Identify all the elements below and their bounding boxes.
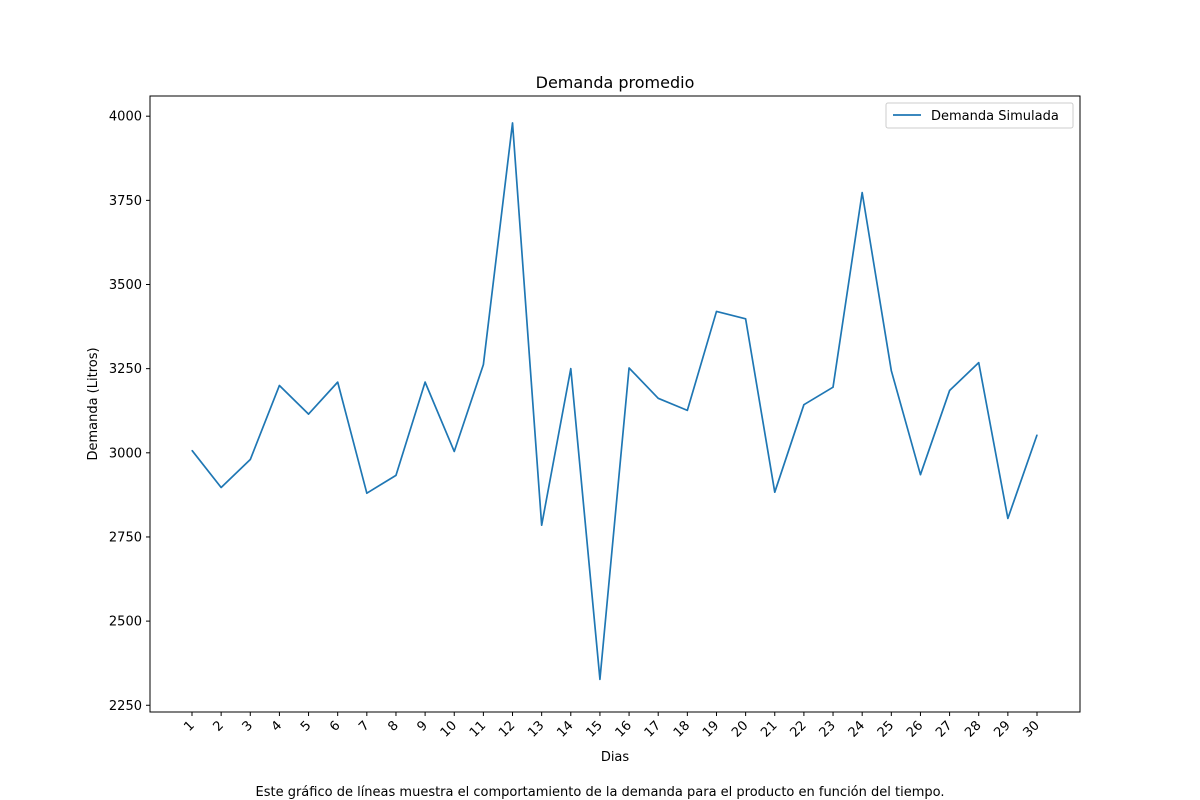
data-point [890,370,892,372]
x-tick-label: 11 [467,718,489,740]
x-axis: 1 2 3 4 5 6 7 8 9 10 11 12 13 14 15 16 17 18 19 20 21 22 23 24 2… [181,712,1043,741]
x-axis-label: Dias [601,750,630,765]
data-point [278,384,281,387]
y-axis-label: Demanda (Litros) [86,347,101,460]
data-point [978,361,980,364]
x-tick-label: 20 [729,718,751,740]
legend-box [885,102,1074,129]
x-tick-label: 24 [846,718,868,740]
x-tick-label: 16 [613,718,635,740]
series-layer [191,122,1038,681]
data-point [395,474,397,476]
data-point [541,524,543,526]
x-tick-label: 30 [1021,718,1043,740]
data-point [453,450,455,453]
x-tick-label: 23 [817,718,839,740]
y-tick-label: 2250 [109,699,142,714]
y-tick-label: 3250 [109,362,142,377]
data-point [774,491,776,493]
data-point [657,397,659,399]
data-point [803,404,805,406]
legend-label: Demanda Simulada [931,109,1059,124]
data-point [686,409,688,411]
data-point [1036,434,1038,436]
x-tick-label: 22 [787,718,809,740]
x-tick-label: 1 [181,718,197,734]
x-tick-label: 21 [758,718,780,740]
y-tick-label: 3500 [109,278,142,293]
y-tick-label: 2750 [109,530,142,545]
data-point [832,386,834,388]
chart-caption: Este gráfico de líneas muestra el compor… [256,785,945,800]
data-point [366,492,368,494]
series-line-demanda-simulada [191,122,1038,681]
x-tick-label: 8 [385,718,401,734]
data-point [307,413,310,415]
plot-area [149,95,1081,713]
x-tick-label: 18 [671,718,693,740]
x-tick-label: 29 [991,718,1013,740]
data-point [745,318,747,320]
x-tick-label: 27 [933,718,955,740]
x-tick-label: 19 [700,718,722,740]
data-point [220,486,222,489]
y-axis: 2250 2500 2750 3000 3250 3500 3750 4000 [109,110,150,714]
data-point [715,310,718,313]
y-tick-label: 4000 [109,110,142,125]
legend: Demanda Simulada [885,102,1074,129]
x-tick-label: 2 [211,718,227,734]
y-tick-label: 3750 [109,194,142,209]
x-tick-label: 4 [269,718,285,734]
x-tick-label: 13 [525,718,547,740]
x-tick-label: 14 [554,718,576,740]
data-point [628,367,630,369]
data-point [191,449,193,452]
data-point [424,381,426,383]
data-point [249,458,251,461]
x-tick-label: 15 [583,718,605,740]
y-tick-label: 3000 [109,446,142,461]
data-point [919,474,922,476]
x-tick-label: 28 [962,718,984,740]
x-tick-label: 6 [327,718,343,734]
x-tick-label: 7 [356,718,372,734]
data-point [948,389,951,392]
data-point [861,192,863,194]
x-tick-label: 26 [904,718,926,740]
data-point [599,678,601,680]
chart-title: Demanda promedio [536,73,695,92]
x-tick-label: 12 [496,718,518,740]
x-tick-label: 3 [240,718,256,734]
x-tick-label: 5 [298,718,314,734]
x-tick-label: 10 [438,718,460,740]
data-point [570,368,572,370]
y-tick-label: 2500 [109,615,142,630]
data-point [337,381,339,383]
x-tick-label: 25 [875,718,897,740]
data-point [511,122,514,124]
x-tick-label: 9 [414,718,430,734]
data-point [482,364,484,366]
x-tick-label: 17 [642,718,664,740]
data-point [1007,517,1009,520]
